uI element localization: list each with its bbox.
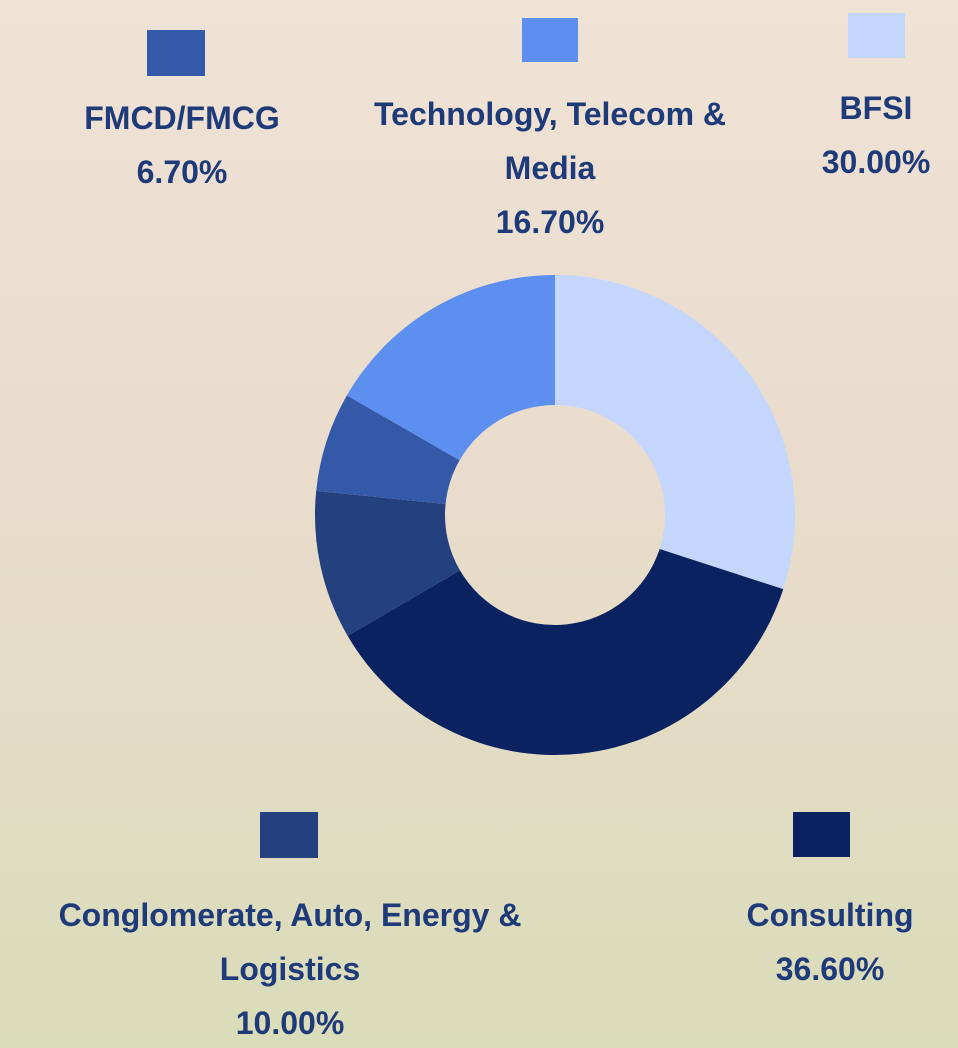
legend-swatch (848, 13, 905, 58)
value-label: 10.00% (0, 996, 580, 1048)
legend-swatch (793, 812, 850, 857)
category-name: FMCD/FMCG (32, 91, 332, 145)
legend-swatch (522, 18, 578, 62)
legend-swatch (147, 30, 205, 76)
value-label: 16.70% (370, 195, 730, 249)
category-name: Consulting (700, 888, 958, 942)
category-name: BFSI (776, 81, 958, 135)
category-name: Technology, Telecom & Media (370, 87, 730, 195)
value-label: 36.60% (700, 942, 958, 996)
legend-swatch (260, 812, 318, 858)
chart: BFSI30.00% Consulting36.60% Conglomerate, … (0, 0, 958, 1048)
donut-slice (555, 275, 795, 589)
value-label: 30.00% (776, 135, 958, 189)
value-label: 6.70% (32, 145, 332, 199)
category-name: Conglomerate, Auto, Energy & Logistics (0, 888, 580, 996)
